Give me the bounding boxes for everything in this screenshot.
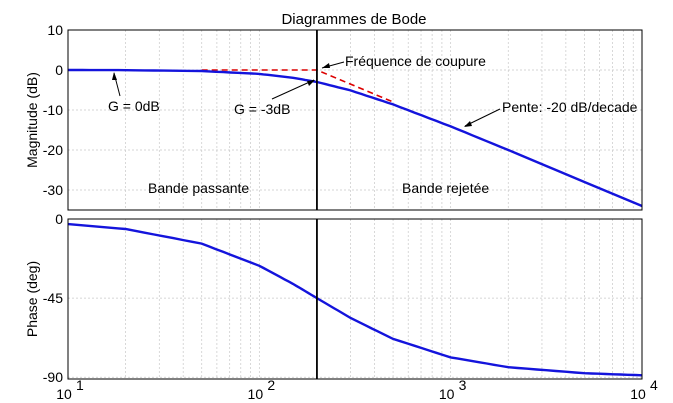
annotation-slope: Pente: -20 dB/decade: [502, 99, 638, 115]
phase-plot-area: [68, 219, 642, 379]
phase-curve: [67, 222, 643, 377]
annotation-gain-minus3-arrowhead: [307, 80, 315, 86]
magnitude-tick-label: 0: [55, 62, 63, 78]
phase-y-label: Phase (deg): [24, 261, 40, 337]
annotation-gain-minus3-arrow: [271, 79, 315, 100]
annotation-gain-zero-arrowhead: [112, 72, 117, 80]
phase-tick-label: 0: [55, 211, 63, 227]
x-tick-exponent: 1: [76, 377, 84, 393]
phase-y-ticks: 0 -45 -90: [43, 211, 63, 385]
annotation-cutoff: Fréquence de coupure: [345, 53, 486, 69]
x-tick-label: 10: [56, 386, 72, 402]
annotation-slope-arrowhead: [464, 121, 472, 127]
magnitude-plot-area: [68, 30, 642, 210]
annotation-cutoff-arrowhead: [322, 63, 330, 68]
magnitude-y-ticks: 10 0 -10 -20 -30: [43, 22, 63, 198]
x-tick-label: 10: [439, 386, 455, 402]
phase-tick-label: -90: [43, 369, 63, 385]
phase-grid: [68, 218, 642, 379]
annotation-gain-minus3: G = -3dB: [234, 101, 290, 117]
annotation-gain-zero: G = 0dB: [108, 98, 160, 114]
x-tick-exponent: 4: [650, 377, 658, 393]
magnitude-tick-label: -20: [43, 142, 63, 158]
magnitude-y-label: Magnitude (dB): [24, 72, 40, 168]
magnitude-tick-label: -10: [43, 102, 63, 118]
annotation-passband: Bande passante: [148, 180, 249, 196]
chart-title: Diagrammes de Bode: [281, 11, 426, 28]
annotation-stopband: Bande rejetée: [402, 180, 489, 196]
x-tick-label: 10: [630, 386, 646, 402]
magnitude-panel: 10 0 -10 -20 -30 Magnitude (dB) Fréquence de…: [24, 22, 643, 211]
magnitude-tick-label: 10: [47, 22, 63, 38]
x-tick-exponent: 3: [459, 377, 467, 393]
x-tick-label: 10: [248, 386, 264, 402]
phase-frame: [67, 218, 643, 380]
magnitude-tick-label: -30: [43, 182, 63, 198]
phase-tick-label: -45: [43, 290, 63, 306]
x-tick-exponent: 2: [267, 377, 275, 393]
magnitude-frame: [67, 29, 643, 211]
magnitude-curve: [68, 68, 643, 208]
